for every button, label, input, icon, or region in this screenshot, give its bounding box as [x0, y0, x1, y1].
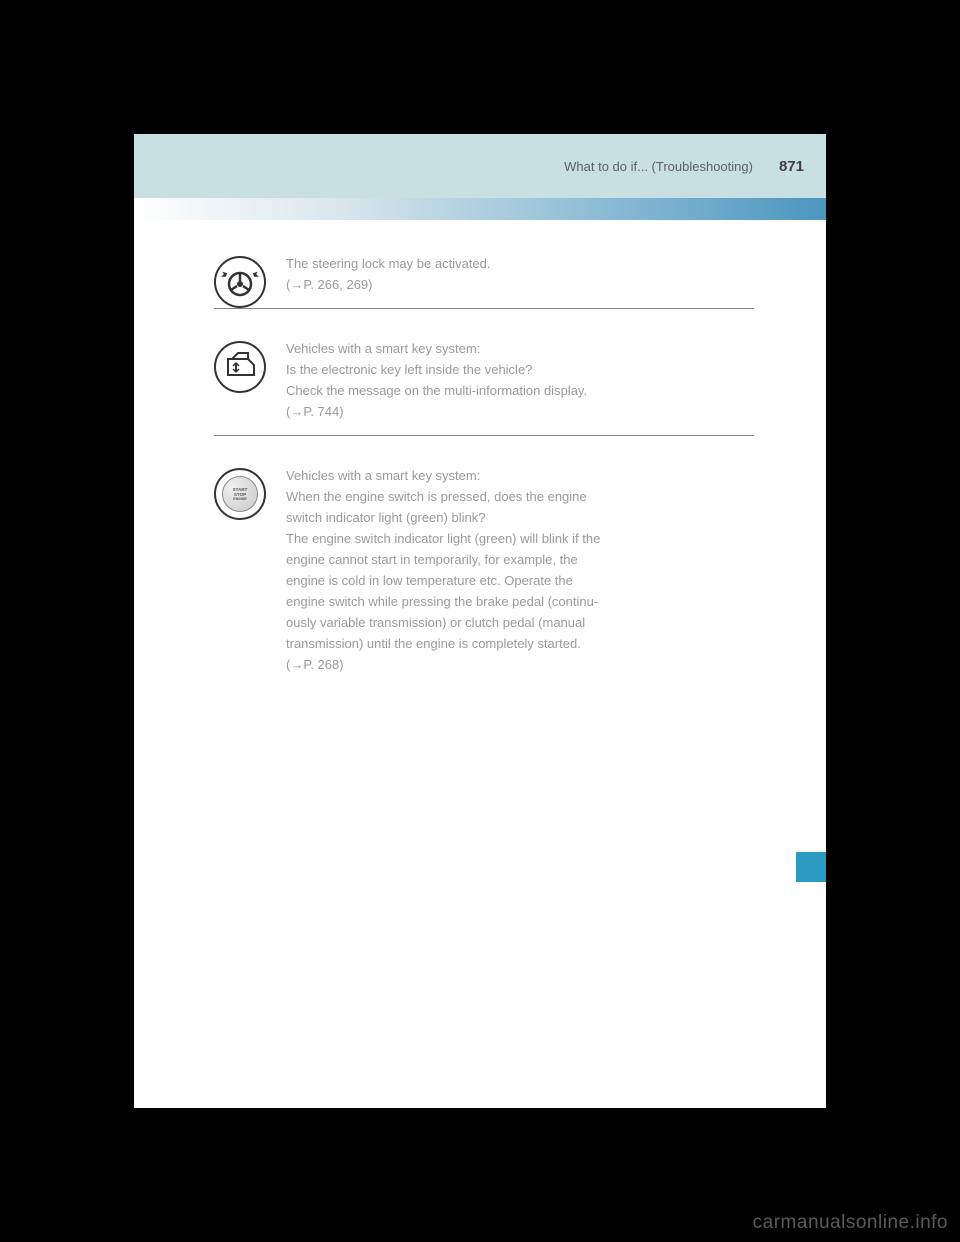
entry-text: When the engine switch is pressed, does … [286, 487, 754, 506]
manual-page: What to do if... (Troubleshooting) 871 [134, 134, 826, 1108]
section-tab [796, 852, 826, 882]
troubleshooting-entry: Vehicles with a smart key system: Is the… [214, 339, 754, 421]
separator [214, 435, 754, 436]
entry-text: The engine switch indicator light (green… [286, 529, 754, 548]
engine-switch-icon: START STOP ENGINE [214, 468, 266, 520]
troubleshooting-entry: START STOP ENGINE Vehicles with a smart … [214, 466, 754, 674]
entry-ref: (→P. 268) [286, 655, 754, 674]
entry-text: engine is cold in low temperature etc. O… [286, 571, 754, 590]
entry-text: Check the message on the multi-informati… [286, 381, 754, 400]
entry-text: engine cannot start in temporarily, for … [286, 550, 754, 569]
entry-text: transmission) until the engine is comple… [286, 634, 754, 653]
section-title: What to do if... (Troubleshooting) [564, 159, 753, 174]
entry-text: Vehicles with a smart key system: [286, 339, 754, 358]
header-gradient [134, 198, 826, 220]
entry-text: Is the electronic key left inside the ve… [286, 360, 754, 379]
entry-text: ously variable transmission) or clutch p… [286, 613, 754, 632]
separator [214, 308, 754, 309]
page-number: 871 [779, 158, 804, 175]
steering-lock-icon [214, 256, 266, 308]
watermark: carmanualsonline.info [753, 1212, 948, 1234]
entry-ref: (→P. 744) [286, 402, 754, 421]
troubleshooting-entry: The steering lock may be activated. (→P.… [214, 254, 754, 294]
page-header: What to do if... (Troubleshooting) 871 [134, 134, 826, 198]
entry-ref: (→P. 266, 269) [286, 275, 754, 294]
page-content: The steering lock may be activated. (→P.… [214, 254, 754, 688]
entry-text: switch indicator light (green) blink? [286, 508, 754, 527]
entry-text: Vehicles with a smart key system: [286, 466, 754, 485]
entry-text: The steering lock may be activated. [286, 254, 754, 273]
smart-key-icon [214, 341, 266, 393]
entry-text: engine switch while pressing the brake p… [286, 592, 754, 611]
